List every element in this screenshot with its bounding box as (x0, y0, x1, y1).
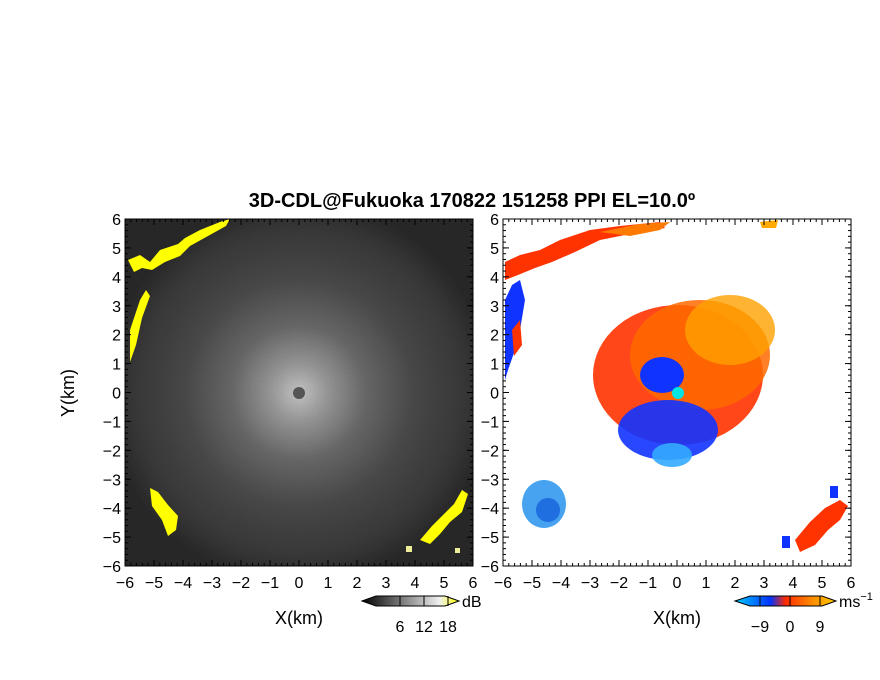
left-xtick-label: 3 (382, 575, 391, 592)
right-xtick-label: 6 (847, 575, 856, 592)
right-xtick-label: −6 (494, 575, 512, 592)
left-xtick-label: 1 (324, 575, 333, 592)
strong-echo-sw (150, 488, 178, 536)
right-xtick-label: −3 (581, 575, 599, 592)
right-ytick-label: −2 (481, 443, 499, 460)
right-xtick-label: −5 (523, 575, 541, 592)
left-x-axis-label: X(km) (275, 608, 323, 628)
left-xtick-label: 6 (469, 575, 478, 592)
left-ytick-label: 5 (112, 241, 121, 258)
right-colorbar: ms−1 −9 0 9 (733, 591, 873, 636)
right-ytick-label: 6 (490, 212, 499, 229)
velocity-patch-se (795, 500, 848, 552)
right-xtick-label: 0 (673, 575, 682, 592)
left-ytick-label: 6 (112, 212, 121, 229)
left-ytick-label: 0 (112, 386, 121, 403)
left-xtick-label: −3 (203, 575, 221, 592)
right-ytick-label: 2 (490, 328, 499, 345)
right-xtick-label: 2 (731, 575, 740, 592)
right-ytick-label: 0 (490, 386, 499, 403)
right-xtick-label: 3 (760, 575, 769, 592)
right-ytick-label: 5 (490, 241, 499, 258)
left-xtick-label: −4 (174, 575, 192, 592)
right-panel: −6 −5 −4 −3 −2 −1 0 1 2 3 4 5 6 6 5 4 3 2 1 0 −1 −2 −3 −4 −5 −6 X… (481, 212, 856, 628)
right-ytick-label: 1 (490, 357, 499, 374)
left-y-axis-label: Y(km) (58, 369, 78, 417)
right-cb-tick-label: 0 (786, 619, 795, 636)
left-ytick-label: 3 (112, 299, 121, 316)
left-ytick-label: −4 (103, 501, 121, 518)
velocity-image (505, 220, 848, 552)
strong-echo-se (420, 490, 468, 544)
right-xtick-label: −1 (639, 575, 657, 592)
left-cb-tick-label: 18 (439, 619, 457, 636)
right-ytick-label: −3 (481, 472, 499, 489)
right-x-axis-label: X(km) (653, 608, 701, 628)
right-xtick-label: −2 (610, 575, 628, 592)
figure-title: 3D-CDL@Fukuoka 170822 151258 PPI EL=10.0… (249, 190, 695, 212)
left-xtick-label: −6 (116, 575, 134, 592)
left-cb-tick-label: 6 (396, 619, 405, 636)
right-xtick-label: 5 (818, 575, 827, 592)
left-ytick-label: −2 (103, 443, 121, 460)
right-ytick-label: −1 (481, 414, 499, 431)
left-ytick-label: −1 (103, 414, 121, 431)
left-xtick-label: −5 (145, 575, 163, 592)
right-ticks (502, 218, 852, 567)
right-tick-labels: −6 −5 −4 −3 −2 −1 0 1 2 3 4 5 6 6 5 4 3 2 1 0 −1 −2 −3 −4 −5 −6 (481, 212, 856, 592)
strong-echo-nw (128, 219, 230, 272)
right-xtick-label: 4 (789, 575, 798, 592)
left-xtick-label: 0 (295, 575, 304, 592)
right-xtick-label: 1 (702, 575, 711, 592)
right-ytick-label: −5 (481, 530, 499, 547)
left-ytick-label: 2 (112, 328, 121, 345)
left-panel: −6 −5 −4 −3 −2 −1 0 1 2 3 4 5 6 6 5 4 3 2 1 0 −1 −2 −3 −4 −5 −6 Y… (58, 212, 478, 628)
left-xtick-label: −2 (232, 575, 250, 592)
left-cb-tick-label: 12 (415, 619, 433, 636)
right-ytick-label: 3 (490, 299, 499, 316)
left-xtick-label: 2 (353, 575, 362, 592)
right-colorbar-unit: ms−1 (839, 591, 873, 611)
left-ytick-label: −6 (103, 559, 121, 576)
right-ytick-label: 4 (490, 270, 499, 287)
left-colorbar: dB 6 12 18 (360, 594, 482, 636)
right-cb-tick-label: 9 (816, 619, 825, 636)
left-ytick-label: −3 (103, 472, 121, 489)
right-cb-tick-label: −9 (751, 619, 769, 636)
right-ytick-label: −4 (481, 501, 499, 518)
right-xtick-label: −4 (552, 575, 570, 592)
reflectivity-image (125, 219, 473, 566)
left-xtick-label: −1 (261, 575, 279, 592)
right-ytick-label: −6 (481, 559, 499, 576)
left-xtick-label: 5 (440, 575, 449, 592)
left-ytick-label: 1 (112, 357, 121, 374)
left-ytick-label: 4 (112, 270, 121, 287)
left-xtick-label: 4 (411, 575, 420, 592)
left-ytick-label: −5 (103, 530, 121, 547)
left-ticks (124, 218, 474, 567)
left-tick-labels: −6 −5 −4 −3 −2 −1 0 1 2 3 4 5 6 6 5 4 3 2 1 0 −1 −2 −3 −4 −5 −6 (103, 212, 478, 592)
left-colorbar-unit: dB (462, 594, 482, 611)
